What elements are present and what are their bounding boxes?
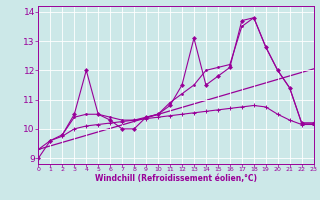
X-axis label: Windchill (Refroidissement éolien,°C): Windchill (Refroidissement éolien,°C) <box>95 174 257 183</box>
